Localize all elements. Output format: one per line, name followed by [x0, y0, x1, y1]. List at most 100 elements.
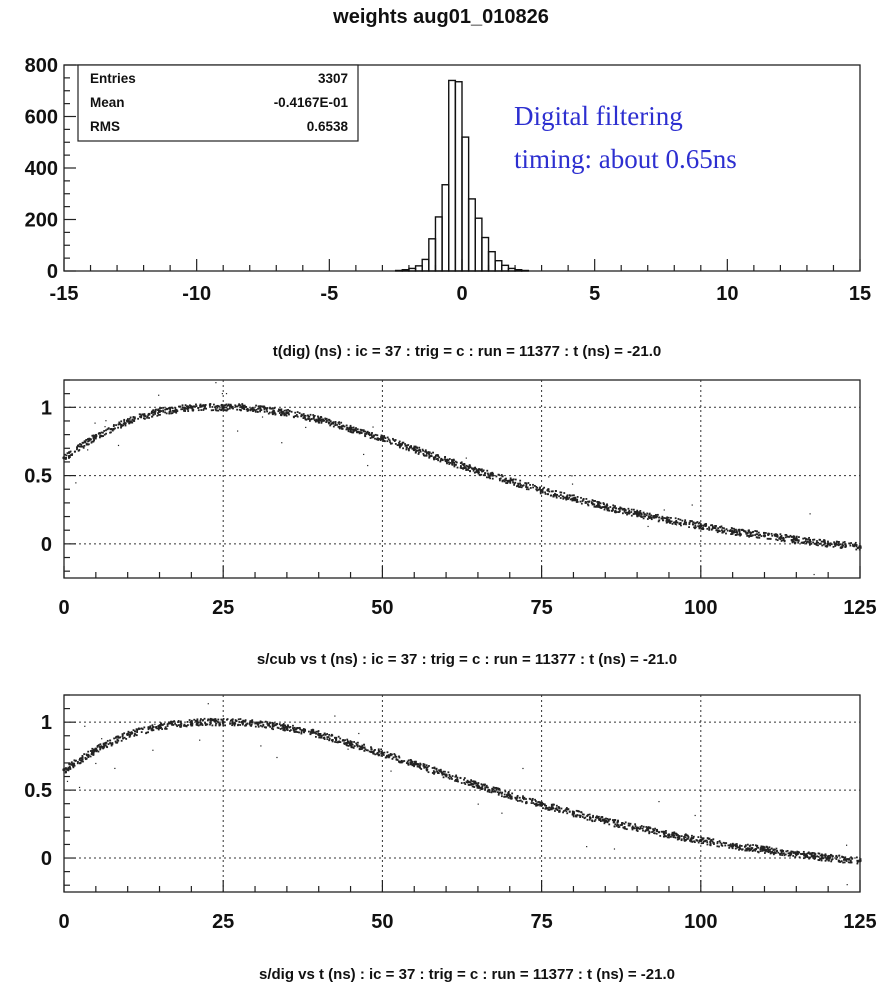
scatter-point	[569, 494, 572, 497]
scatter-point	[263, 408, 266, 411]
scatter-point	[481, 470, 483, 473]
scatter-point	[564, 809, 567, 812]
scatter-point	[284, 725, 287, 728]
scatter-point	[513, 483, 516, 486]
scatter-point	[815, 542, 818, 545]
scatter-point	[690, 837, 693, 839]
scatter-point	[117, 426, 119, 429]
scatter-point	[795, 535, 798, 538]
scatter-outlier	[225, 393, 228, 395]
scatter-point	[394, 754, 397, 757]
scatter-point	[805, 542, 808, 545]
scatter-point	[242, 407, 244, 410]
scatter-point	[349, 424, 352, 427]
scatter-point	[419, 449, 421, 452]
scatter-point	[359, 746, 362, 748]
scatter-point	[162, 410, 165, 413]
scatter-point	[671, 833, 673, 836]
scatter-point	[540, 801, 543, 804]
scatter-point	[380, 752, 383, 755]
scatter-point	[106, 428, 109, 431]
scatter-point	[569, 498, 572, 501]
scatter-point	[422, 449, 425, 452]
scatter-point	[634, 823, 637, 826]
scatter-point	[648, 832, 651, 835]
scatter-point	[448, 458, 451, 460]
scatter-point	[312, 417, 315, 420]
scatter-point	[550, 805, 553, 807]
scatter-point	[399, 761, 402, 764]
scatter-point	[489, 473, 492, 476]
scatter-point	[202, 719, 204, 721]
scatter-point	[366, 749, 369, 752]
scatter-point	[812, 857, 815, 859]
scatter-point	[702, 840, 705, 843]
scatter-point	[76, 446, 78, 449]
scatter-point	[565, 497, 568, 500]
scatter-point	[284, 413, 287, 416]
scatter-point	[582, 498, 585, 500]
scatter-point	[293, 729, 295, 732]
scatter-point	[757, 846, 760, 849]
scatter-point	[816, 855, 819, 858]
scatter-point	[423, 763, 426, 766]
scatter-point	[401, 443, 403, 446]
scatter-point	[710, 528, 713, 531]
scatter-point	[790, 853, 792, 856]
scatter-point	[299, 728, 302, 731]
scatter-point	[798, 856, 801, 859]
scatter-point	[296, 415, 299, 418]
scatter-point	[735, 843, 738, 845]
scatter-point	[469, 470, 471, 472]
scatter-point	[781, 537, 783, 540]
scatter-point	[362, 746, 365, 749]
scatter-point	[241, 403, 244, 405]
scatter-point	[320, 736, 322, 739]
scatter-point	[475, 782, 478, 785]
scatter-point	[666, 836, 669, 839]
scatter-point	[639, 513, 641, 515]
scatter-point	[435, 767, 438, 770]
scatter-point	[483, 472, 486, 475]
scatter-point	[157, 414, 160, 416]
scatter-point	[327, 736, 330, 738]
scatter-point	[369, 437, 372, 439]
scatter-point	[823, 539, 826, 542]
scatter-point	[285, 414, 288, 417]
scatter-point	[199, 405, 202, 408]
scatter-point	[428, 456, 431, 459]
scatter-point	[343, 425, 346, 428]
scatter-point	[506, 480, 509, 483]
scatter-point	[606, 504, 609, 507]
scatter-point	[350, 744, 353, 747]
scatter-point	[766, 537, 769, 540]
scatter-point	[681, 519, 684, 522]
scatter-point	[156, 727, 158, 730]
scatter-point	[213, 403, 215, 406]
scatter-point	[793, 537, 795, 540]
scatter-point	[472, 780, 475, 783]
scatter-point	[811, 851, 814, 854]
scatter-point	[526, 486, 529, 489]
scatter-point	[818, 859, 821, 862]
x-tick-label: 15	[849, 283, 871, 305]
scatter-point	[151, 415, 153, 418]
scatter-point	[239, 409, 242, 411]
scatter-point	[771, 534, 774, 537]
scatter-point	[313, 415, 316, 417]
scatter-point	[849, 861, 851, 864]
scatter-point	[752, 534, 754, 537]
scatter-point	[716, 845, 719, 848]
scatter-point	[767, 848, 770, 851]
scatter-point	[642, 825, 645, 828]
histogram-caption: t(dig) (ns) : ic = 37 : trig = c : run =…	[273, 343, 661, 360]
scatter-point	[195, 405, 198, 408]
scatter-point	[463, 467, 466, 470]
scatter-point	[245, 406, 248, 408]
scatter-point	[368, 431, 371, 434]
scatter-point	[143, 413, 146, 416]
scatter-point	[271, 727, 273, 730]
stats-value: -0.4167E-01	[274, 95, 349, 110]
scatter-point	[247, 409, 250, 412]
scatter-point	[555, 808, 558, 810]
